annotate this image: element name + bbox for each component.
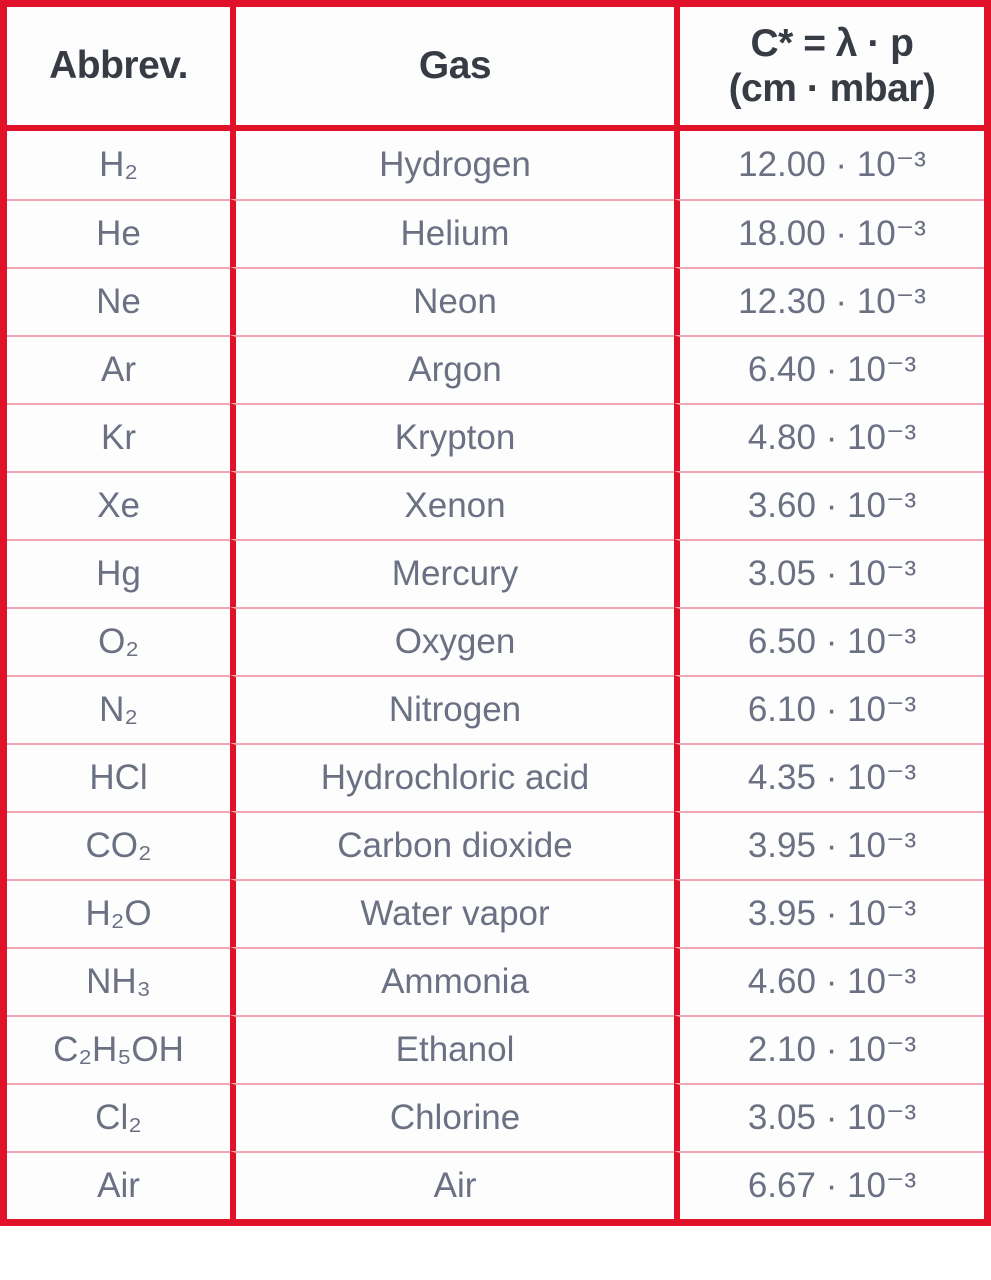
gas-name-cell: Nitrogen [230,675,674,743]
header-c-star-formula: C* = λ · p [750,21,914,65]
abbrev-cell: Cl₂ [7,1083,230,1151]
gas-name-cell: Helium [230,199,674,267]
gas-name-cell: Neon [230,267,674,335]
abbrev-cell: Ne [7,267,230,335]
c-star-value-cell: 6.67 · 10⁻³ [674,1151,984,1219]
table-row: NH₃ Ammonia 4.60 · 10⁻³ [7,947,984,1015]
abbrev-cell: He [7,199,230,267]
gas-name-cell: Ammonia [230,947,674,1015]
header-row: Abbrev. Gas C* = λ · p (cm · mbar) [7,7,984,131]
table-row: C₂H₅OH Ethanol 2.10 · 10⁻³ [7,1015,984,1083]
gas-name-cell: Argon [230,335,674,403]
gas-name-cell: Carbon dioxide [230,811,674,879]
abbrev-cell: Air [7,1151,230,1219]
c-star-value-cell: 6.10 · 10⁻³ [674,675,984,743]
table-row: Cl₂ Chlorine 3.05 · 10⁻³ [7,1083,984,1151]
c-star-value-cell: 18.00 · 10⁻³ [674,199,984,267]
abbrev-cell: O₂ [7,607,230,675]
abbrev-cell: H₂ [7,131,230,199]
abbrev-cell: HCl [7,743,230,811]
gas-name-cell: Oxygen [230,607,674,675]
abbrev-cell: Xe [7,471,230,539]
c-star-value-cell: 3.05 · 10⁻³ [674,539,984,607]
gas-name-cell: Hydrogen [230,131,674,199]
header-abbrev: Abbrev. [7,7,230,131]
table-row: Kr Krypton 4.80 · 10⁻³ [7,403,984,471]
table-row: O₂ Oxygen 6.50 · 10⁻³ [7,607,984,675]
c-star-value-cell: 4.60 · 10⁻³ [674,947,984,1015]
header-c-star: C* = λ · p (cm · mbar) [674,7,984,131]
c-star-value-cell: 2.10 · 10⁻³ [674,1015,984,1083]
c-star-value-cell: 6.50 · 10⁻³ [674,607,984,675]
table-row: Ar Argon 6.40 · 10⁻³ [7,335,984,403]
gas-name-cell: Air [230,1151,674,1219]
gas-name-cell: Ethanol [230,1015,674,1083]
gas-properties-table: Abbrev. Gas C* = λ · p (cm · mbar) H₂ Hy… [0,0,991,1226]
c-star-value-cell: 12.00 · 10⁻³ [674,131,984,199]
abbrev-cell: C₂H₅OH [7,1015,230,1083]
header-c-star-unit: (cm · mbar) [728,67,936,110]
c-star-value-cell: 3.60 · 10⁻³ [674,471,984,539]
gas-name-cell: Xenon [230,471,674,539]
c-star-value-cell: 3.95 · 10⁻³ [674,811,984,879]
table-row: H₂ Hydrogen 12.00 · 10⁻³ [7,131,984,199]
gas-name-cell: Krypton [230,403,674,471]
gas-name-cell: Water vapor [230,879,674,947]
gas-name-cell: Chlorine [230,1083,674,1151]
table-row: Xe Xenon 3.60 · 10⁻³ [7,471,984,539]
abbrev-cell: Kr [7,403,230,471]
abbrev-cell: NH₃ [7,947,230,1015]
table-row: Air Air 6.67 · 10⁻³ [7,1151,984,1219]
abbrev-cell: Hg [7,539,230,607]
c-star-value-cell: 12.30 · 10⁻³ [674,267,984,335]
abbrev-cell: Ar [7,335,230,403]
gas-name-cell: Hydrochloric acid [230,743,674,811]
gas-name-cell: Mercury [230,539,674,607]
abbrev-cell: CO₂ [7,811,230,879]
table-body: H₂ Hydrogen 12.00 · 10⁻³ He Helium 18.00… [7,131,984,1219]
c-star-value-cell: 3.95 · 10⁻³ [674,879,984,947]
abbrev-cell: N₂ [7,675,230,743]
c-star-value-cell: 3.05 · 10⁻³ [674,1083,984,1151]
table-row: N₂ Nitrogen 6.10 · 10⁻³ [7,675,984,743]
table-row: He Helium 18.00 · 10⁻³ [7,199,984,267]
table-row: Ne Neon 12.30 · 10⁻³ [7,267,984,335]
table-row: H₂O Water vapor 3.95 · 10⁻³ [7,879,984,947]
table-row: Hg Mercury 3.05 · 10⁻³ [7,539,984,607]
c-star-value-cell: 4.80 · 10⁻³ [674,403,984,471]
c-star-value-cell: 6.40 · 10⁻³ [674,335,984,403]
table-row: CO₂ Carbon dioxide 3.95 · 10⁻³ [7,811,984,879]
c-star-value-cell: 4.35 · 10⁻³ [674,743,984,811]
header-gas: Gas [230,7,674,131]
abbrev-cell: H₂O [7,879,230,947]
table-row: HCl Hydrochloric acid 4.35 · 10⁻³ [7,743,984,811]
